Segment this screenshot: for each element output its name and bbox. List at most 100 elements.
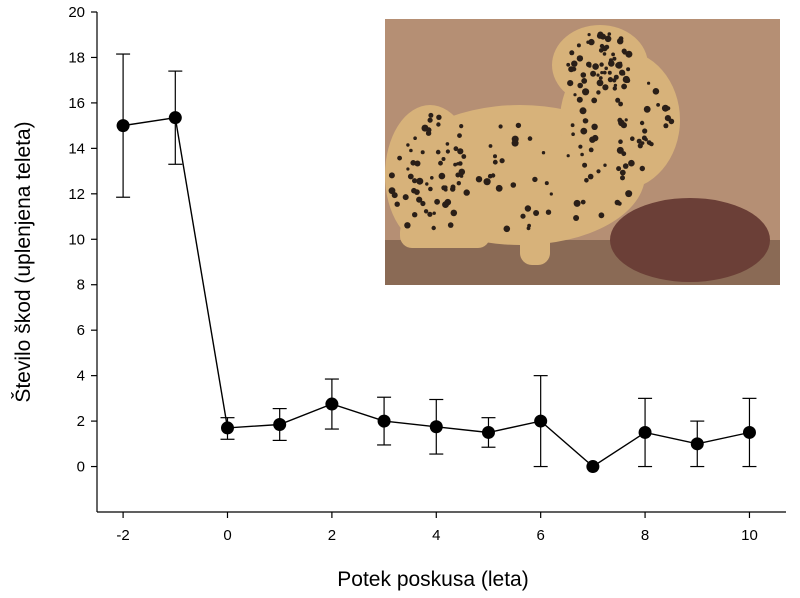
spot (388, 172, 395, 179)
spot (430, 176, 434, 180)
spot (599, 43, 605, 49)
spot (410, 160, 417, 166)
spot (587, 64, 592, 68)
data-point (429, 420, 443, 434)
spot (607, 32, 612, 36)
spot (596, 169, 601, 174)
spot (611, 52, 615, 57)
spot (416, 196, 423, 203)
data-point (481, 425, 495, 439)
spot (602, 52, 607, 56)
spot (588, 38, 595, 46)
spot (644, 137, 648, 142)
spot (624, 118, 628, 122)
spot (428, 112, 434, 118)
spot (493, 154, 497, 159)
spot (394, 201, 400, 207)
spot (617, 201, 622, 206)
spot (435, 149, 441, 155)
spot (511, 135, 519, 143)
x-axis-label: Potek poskusa (leta) (337, 568, 528, 591)
spot (616, 146, 624, 154)
spot (625, 190, 633, 198)
y-tick-label: 2 (77, 413, 85, 430)
spot (607, 70, 612, 75)
spot (567, 80, 574, 87)
cheetah-photo-inset (385, 19, 780, 285)
axes: 0 2 4 6 8 10 12 14 16 18 20 -2 0 2 4 6 8 10 (68, 4, 786, 544)
spot (427, 211, 433, 217)
spot (586, 40, 590, 44)
spot (642, 128, 648, 134)
y-tick-label: 6 (77, 322, 85, 339)
spot (607, 77, 614, 83)
spot (581, 78, 588, 84)
spot (620, 122, 628, 129)
spot (460, 170, 465, 174)
spot (615, 61, 623, 69)
spot (608, 60, 615, 67)
spot (617, 117, 623, 123)
spot (617, 38, 624, 45)
spot (456, 181, 461, 186)
spot (458, 161, 463, 166)
spot (576, 43, 581, 48)
data-point (220, 421, 234, 435)
y-axis-label: Število škod (uplenjena teleta) (12, 121, 35, 402)
spot (621, 48, 627, 54)
spot (463, 189, 470, 196)
spot (577, 82, 583, 89)
spot (475, 176, 483, 183)
data-point (586, 460, 600, 474)
spot (404, 222, 411, 229)
spot (625, 78, 631, 84)
spot (636, 138, 642, 144)
spot (576, 55, 584, 62)
spot (587, 33, 591, 37)
spot (566, 154, 570, 158)
spot (628, 159, 635, 167)
spot (668, 118, 675, 125)
spot (457, 133, 462, 139)
y-tick-label: 12 (68, 186, 85, 203)
spot (423, 209, 429, 214)
x-tick-label: 8 (641, 527, 649, 544)
spot (602, 70, 607, 75)
spot (413, 136, 417, 140)
spot (495, 184, 503, 192)
data-point (168, 111, 182, 125)
spot (524, 205, 532, 212)
y-tick-label: 0 (77, 459, 85, 476)
y-tick-label: 20 (68, 4, 85, 21)
spot (443, 187, 448, 192)
spot (445, 142, 450, 146)
spot (488, 144, 493, 148)
spot (412, 212, 418, 218)
spot (414, 189, 420, 196)
spot (545, 209, 552, 215)
x-tick-label: 10 (741, 527, 758, 544)
spot (656, 103, 660, 107)
spot (571, 132, 575, 136)
spot (492, 159, 498, 165)
prey-head (610, 198, 770, 282)
spot (432, 211, 436, 215)
y-tick-label: 10 (68, 231, 85, 248)
cheetah-spots (388, 31, 675, 233)
spot (630, 136, 635, 141)
spot (647, 81, 651, 85)
spot (438, 172, 446, 180)
spot (596, 90, 601, 95)
spot (391, 192, 398, 199)
spot (666, 106, 671, 111)
spot (459, 124, 464, 129)
spot (621, 83, 627, 90)
spot (428, 186, 433, 192)
spot (590, 70, 597, 77)
spot (483, 178, 491, 186)
spot (591, 97, 598, 104)
spot (615, 97, 621, 103)
spot (584, 178, 589, 183)
data-point (377, 414, 391, 428)
spot (619, 169, 626, 176)
